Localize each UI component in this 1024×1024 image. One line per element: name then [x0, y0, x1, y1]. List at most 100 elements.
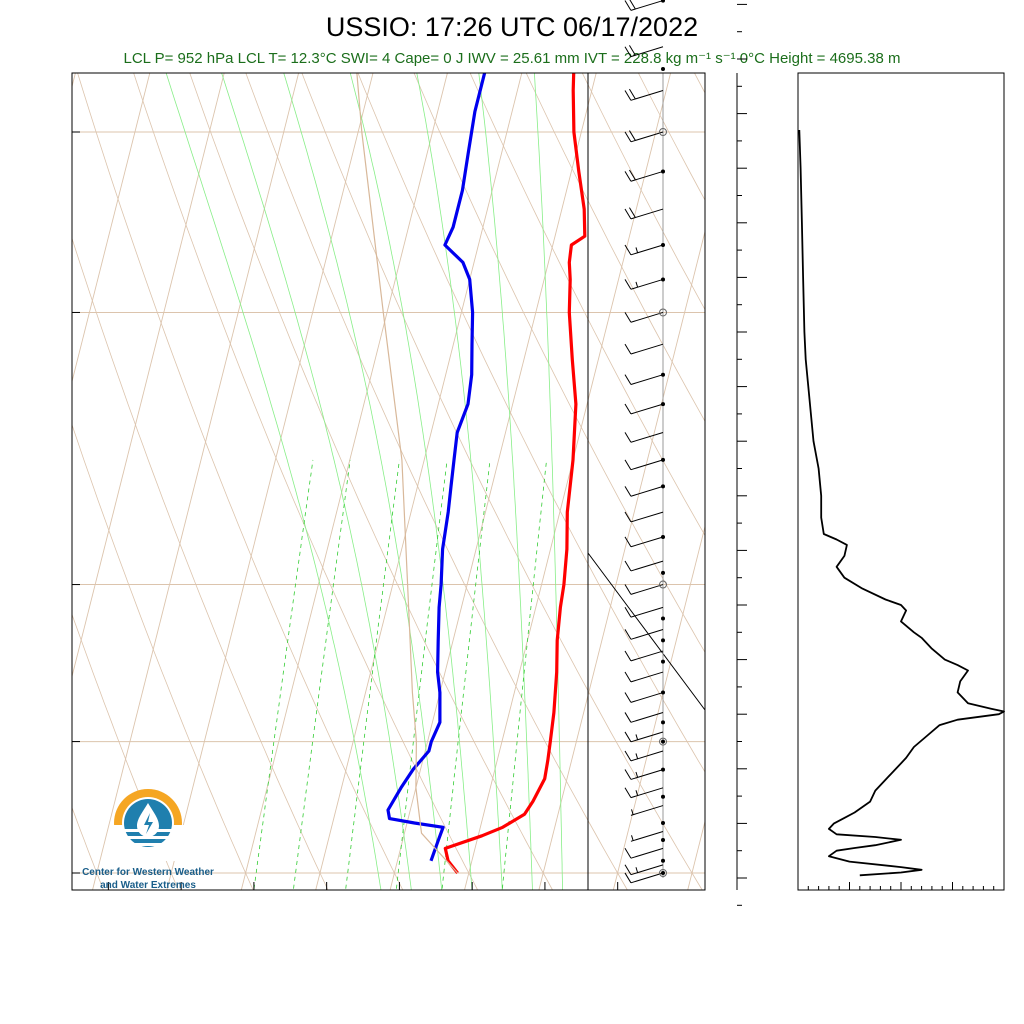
- wind-barb-flag: [624, 769, 632, 780]
- dry-adiabat-line: [301, 73, 703, 890]
- wind-barb: [624, 403, 664, 415]
- moist-adiabat-line: [283, 73, 443, 890]
- wind-barb-flag: [624, 374, 632, 385]
- temperature-profile-line: [443, 73, 587, 874]
- wind-barb-staff: [630, 750, 664, 762]
- wind-barb-flag: [624, 312, 632, 323]
- isotherm-line: [0, 0, 120, 912]
- wind-barb-flag: [624, 511, 632, 523]
- wind-barb-flag: [624, 46, 632, 57]
- wind-barb-staff: [630, 712, 664, 723]
- dry-adiabat-line: [0, 0, 37, 913]
- sounding-profiles: [356, 73, 587, 874]
- wind-barb-staff: [630, 864, 664, 876]
- water-drop-sun-icon: [112, 789, 184, 861]
- isotherm-line: [72, 73, 225, 679]
- chart-title: USSIO: 17:26 UTC 06/17/2022: [326, 12, 698, 42]
- wind-barb: [624, 560, 664, 572]
- wind-barb: [624, 343, 664, 355]
- mixing-ratio-line: [501, 459, 547, 890]
- wind-barb-halfflag: [635, 753, 639, 759]
- wind-level-dot: [661, 871, 665, 875]
- isotherm-line: [0, 0, 269, 912]
- dry-adiabat-line: [581, 73, 705, 311]
- barb-panel-outline: [587, 73, 706, 891]
- wind-barb-flag: [624, 584, 632, 595]
- isotherm-line: [464, 73, 672, 890]
- wind-barb-flag: [624, 244, 632, 256]
- wind-barb: [624, 731, 664, 743]
- wind-barb-halfflag: [635, 867, 639, 873]
- wind-barb-staff: [630, 787, 664, 799]
- dry-adiabat-line: [311, 0, 1024, 913]
- skewt-frame: [71, 72, 706, 891]
- wind-barb: [624, 511, 664, 523]
- wind-barb-staff: [630, 650, 664, 662]
- wind-barb-flag: [624, 650, 632, 662]
- wind-barb: [624, 130, 664, 143]
- wind-barb-staff: [630, 731, 664, 743]
- wind-barb-staff: [630, 46, 664, 58]
- wind-barb: [624, 629, 664, 640]
- wind-barb-staff: [630, 606, 664, 618]
- cw3e-logo: Center for Western Weather and Water Ext…: [82, 789, 214, 891]
- wind-level-circle: [659, 127, 667, 136]
- wind-level-dot: [661, 690, 665, 695]
- wind-barb-staff: [630, 671, 664, 683]
- isotherm-line: [92, 73, 300, 890]
- wind-barb-staff: [630, 511, 664, 523]
- wind-barb-halfflag: [635, 247, 639, 253]
- wind-barb: [624, 787, 664, 799]
- wind-barb-halfflag: [635, 771, 639, 778]
- moist-adiabat-line: [349, 73, 473, 890]
- wind-barb-halfflag: [635, 734, 639, 740]
- mixing-ratio-line: [253, 459, 314, 890]
- wind-barb: [624, 847, 664, 859]
- wind-barb-flag: [624, 432, 632, 443]
- logo-line-2: and Water Extremes: [100, 880, 196, 891]
- isotherm-line: [240, 73, 448, 890]
- wind-barb-flag: [629, 207, 636, 218]
- wind-barb: [624, 374, 664, 385]
- mixing-ratio-line: [292, 459, 351, 890]
- wind-barb-staff: [630, 692, 664, 703]
- wind-barb-staff: [630, 0, 664, 11]
- wind-barb: [624, 278, 664, 290]
- wind-barb-flag: [624, 403, 632, 415]
- wind-level-circle: [659, 869, 667, 877]
- wind-barb-flag: [624, 459, 632, 470]
- wind-level-dot: [661, 66, 665, 71]
- wind-barb: [624, 88, 664, 101]
- wind-barb-flag: [624, 536, 632, 548]
- wind-barb-flag: [624, 629, 632, 640]
- wind-level-dot: [661, 169, 665, 174]
- dry-adiabat-line: [413, 73, 705, 654]
- wind-barb-flag: [624, 692, 632, 703]
- dry-adiabat-line: [133, 73, 479, 890]
- wind-barb-flag: [629, 88, 636, 100]
- moist-adiabat-line: [221, 73, 412, 890]
- wind-barb: [624, 169, 664, 182]
- dewpoint-profile-line: [386, 73, 487, 862]
- wind-barb-staff: [630, 170, 664, 182]
- wind-level-dot: [661, 739, 665, 744]
- dry-adiabat-line: [72, 806, 104, 890]
- wind-barb-flag: [629, 169, 636, 181]
- wind-barb-staff: [630, 90, 664, 101]
- wind-level-dot: [661, 243, 665, 248]
- wind-barb-flag: [624, 343, 632, 355]
- wind-barb-flag: [624, 848, 632, 859]
- wind-level-dot: [661, 616, 665, 621]
- wind-barb: [624, 485, 664, 497]
- wind-barb: [624, 45, 664, 58]
- dry-adiabat-line: [72, 423, 254, 890]
- parcel-profile-line: [356, 73, 459, 874]
- mixing-ratio-line: [345, 459, 400, 890]
- dry-adiabat-line: [427, 0, 1024, 913]
- wind-barb-staff: [630, 485, 664, 497]
- wind-level-dot: [661, 457, 665, 462]
- wind-barb-flag: [624, 731, 632, 743]
- wind-barb-staff: [630, 872, 664, 884]
- wind-barb-staff: [630, 311, 664, 323]
